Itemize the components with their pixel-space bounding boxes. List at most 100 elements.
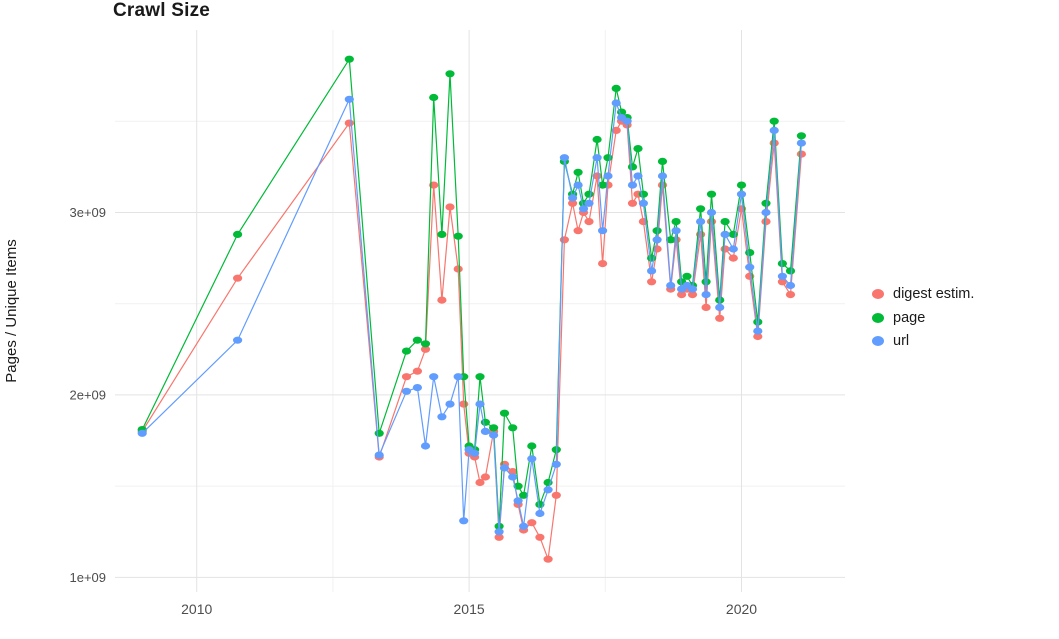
data-point	[344, 55, 354, 63]
data-point	[429, 373, 439, 381]
data-point	[701, 278, 711, 286]
data-point	[233, 336, 243, 344]
data-point	[429, 93, 439, 102]
legend-key-page-icon	[872, 312, 884, 323]
series-line	[141, 96, 802, 532]
data-point	[499, 409, 510, 417]
data-point	[769, 117, 779, 125]
data-point	[445, 70, 455, 78]
data-point	[745, 249, 755, 257]
y-tick-label: 2e+09	[69, 387, 106, 402]
data-point	[720, 230, 730, 238]
legend-key-digest-estim-icon	[872, 289, 884, 300]
data-point	[578, 205, 589, 213]
data-point	[412, 384, 422, 392]
data-point	[420, 340, 431, 348]
data-point	[777, 260, 788, 268]
data-point	[736, 190, 747, 198]
data-point	[638, 190, 649, 198]
data-point	[796, 150, 807, 158]
legend-key-url-icon	[872, 336, 884, 347]
data-point	[769, 126, 779, 134]
data-point	[459, 517, 469, 525]
data-point	[453, 265, 463, 273]
data-point	[761, 218, 771, 226]
series-line	[141, 57, 802, 527]
data-point	[527, 455, 537, 463]
chart-title: Crawl Size	[113, 0, 211, 21]
data-point	[715, 303, 725, 311]
data-point	[682, 272, 692, 280]
data-point	[543, 486, 553, 494]
data-point	[753, 318, 763, 326]
data-point	[677, 291, 687, 299]
data-point	[687, 291, 698, 299]
data-point	[761, 199, 771, 207]
data-point	[657, 172, 668, 180]
data-point	[753, 332, 763, 341]
data-point	[233, 274, 243, 282]
data-point	[480, 473, 490, 481]
data-point	[592, 154, 602, 162]
data-point	[633, 172, 643, 180]
legend-item-digest-estim: digest estim.	[872, 287, 974, 302]
x-axis-ticks: 2010 2015 2020	[181, 601, 757, 617]
data-point	[344, 119, 354, 127]
data-point	[475, 373, 485, 381]
data-point	[638, 199, 649, 207]
data-point	[652, 227, 662, 235]
data-point	[437, 296, 447, 304]
data-point	[412, 367, 422, 375]
data-point	[519, 522, 529, 530]
data-point	[652, 236, 662, 244]
data-point	[715, 314, 725, 322]
data-point	[598, 260, 608, 268]
data-point	[475, 400, 485, 408]
data-point	[233, 230, 243, 238]
data-point	[666, 281, 676, 290]
data-point	[720, 245, 730, 253]
data-point	[519, 491, 529, 499]
data-point	[627, 181, 638, 189]
data-point	[627, 163, 638, 171]
data-point	[551, 460, 561, 468]
data-point	[777, 272, 788, 280]
y-tick-label: 1e+09	[69, 570, 106, 585]
data-point	[480, 427, 490, 435]
data-point	[573, 181, 583, 189]
data-point	[543, 555, 553, 563]
data-point	[568, 199, 578, 207]
legend-label-url: url	[893, 333, 910, 349]
data-point	[785, 281, 796, 290]
data-point	[736, 181, 747, 189]
data-point	[666, 236, 676, 244]
gridlines-major	[115, 30, 845, 592]
y-axis-ticks: 1e+09 2e+09 3e+09	[69, 205, 106, 585]
data-point	[671, 227, 681, 235]
data-point	[508, 473, 518, 481]
data-point	[568, 194, 578, 202]
data-point	[761, 208, 771, 217]
data-point	[508, 424, 518, 432]
legend-item-page: page	[872, 309, 974, 326]
data-point	[470, 449, 480, 457]
data-point	[627, 199, 638, 207]
data-point	[573, 168, 583, 176]
data-point	[785, 291, 796, 299]
data-point	[445, 400, 455, 408]
data-point	[513, 497, 523, 505]
x-tick-label: 2015	[454, 601, 485, 617]
data-point	[453, 232, 463, 240]
data-point	[494, 533, 504, 541]
crawl-size-chart: Pages / Unique Items 1e+09 2e+09 3e+09 2010…	[3, 30, 845, 617]
data-point	[559, 154, 570, 162]
legend-label-page: page	[893, 309, 926, 326]
data-point	[573, 227, 583, 235]
data-point	[401, 347, 412, 355]
data-point	[611, 84, 621, 92]
legend-item-url: url	[872, 334, 974, 349]
data-point	[508, 468, 518, 476]
data-point	[657, 157, 668, 165]
data-point	[494, 528, 504, 536]
